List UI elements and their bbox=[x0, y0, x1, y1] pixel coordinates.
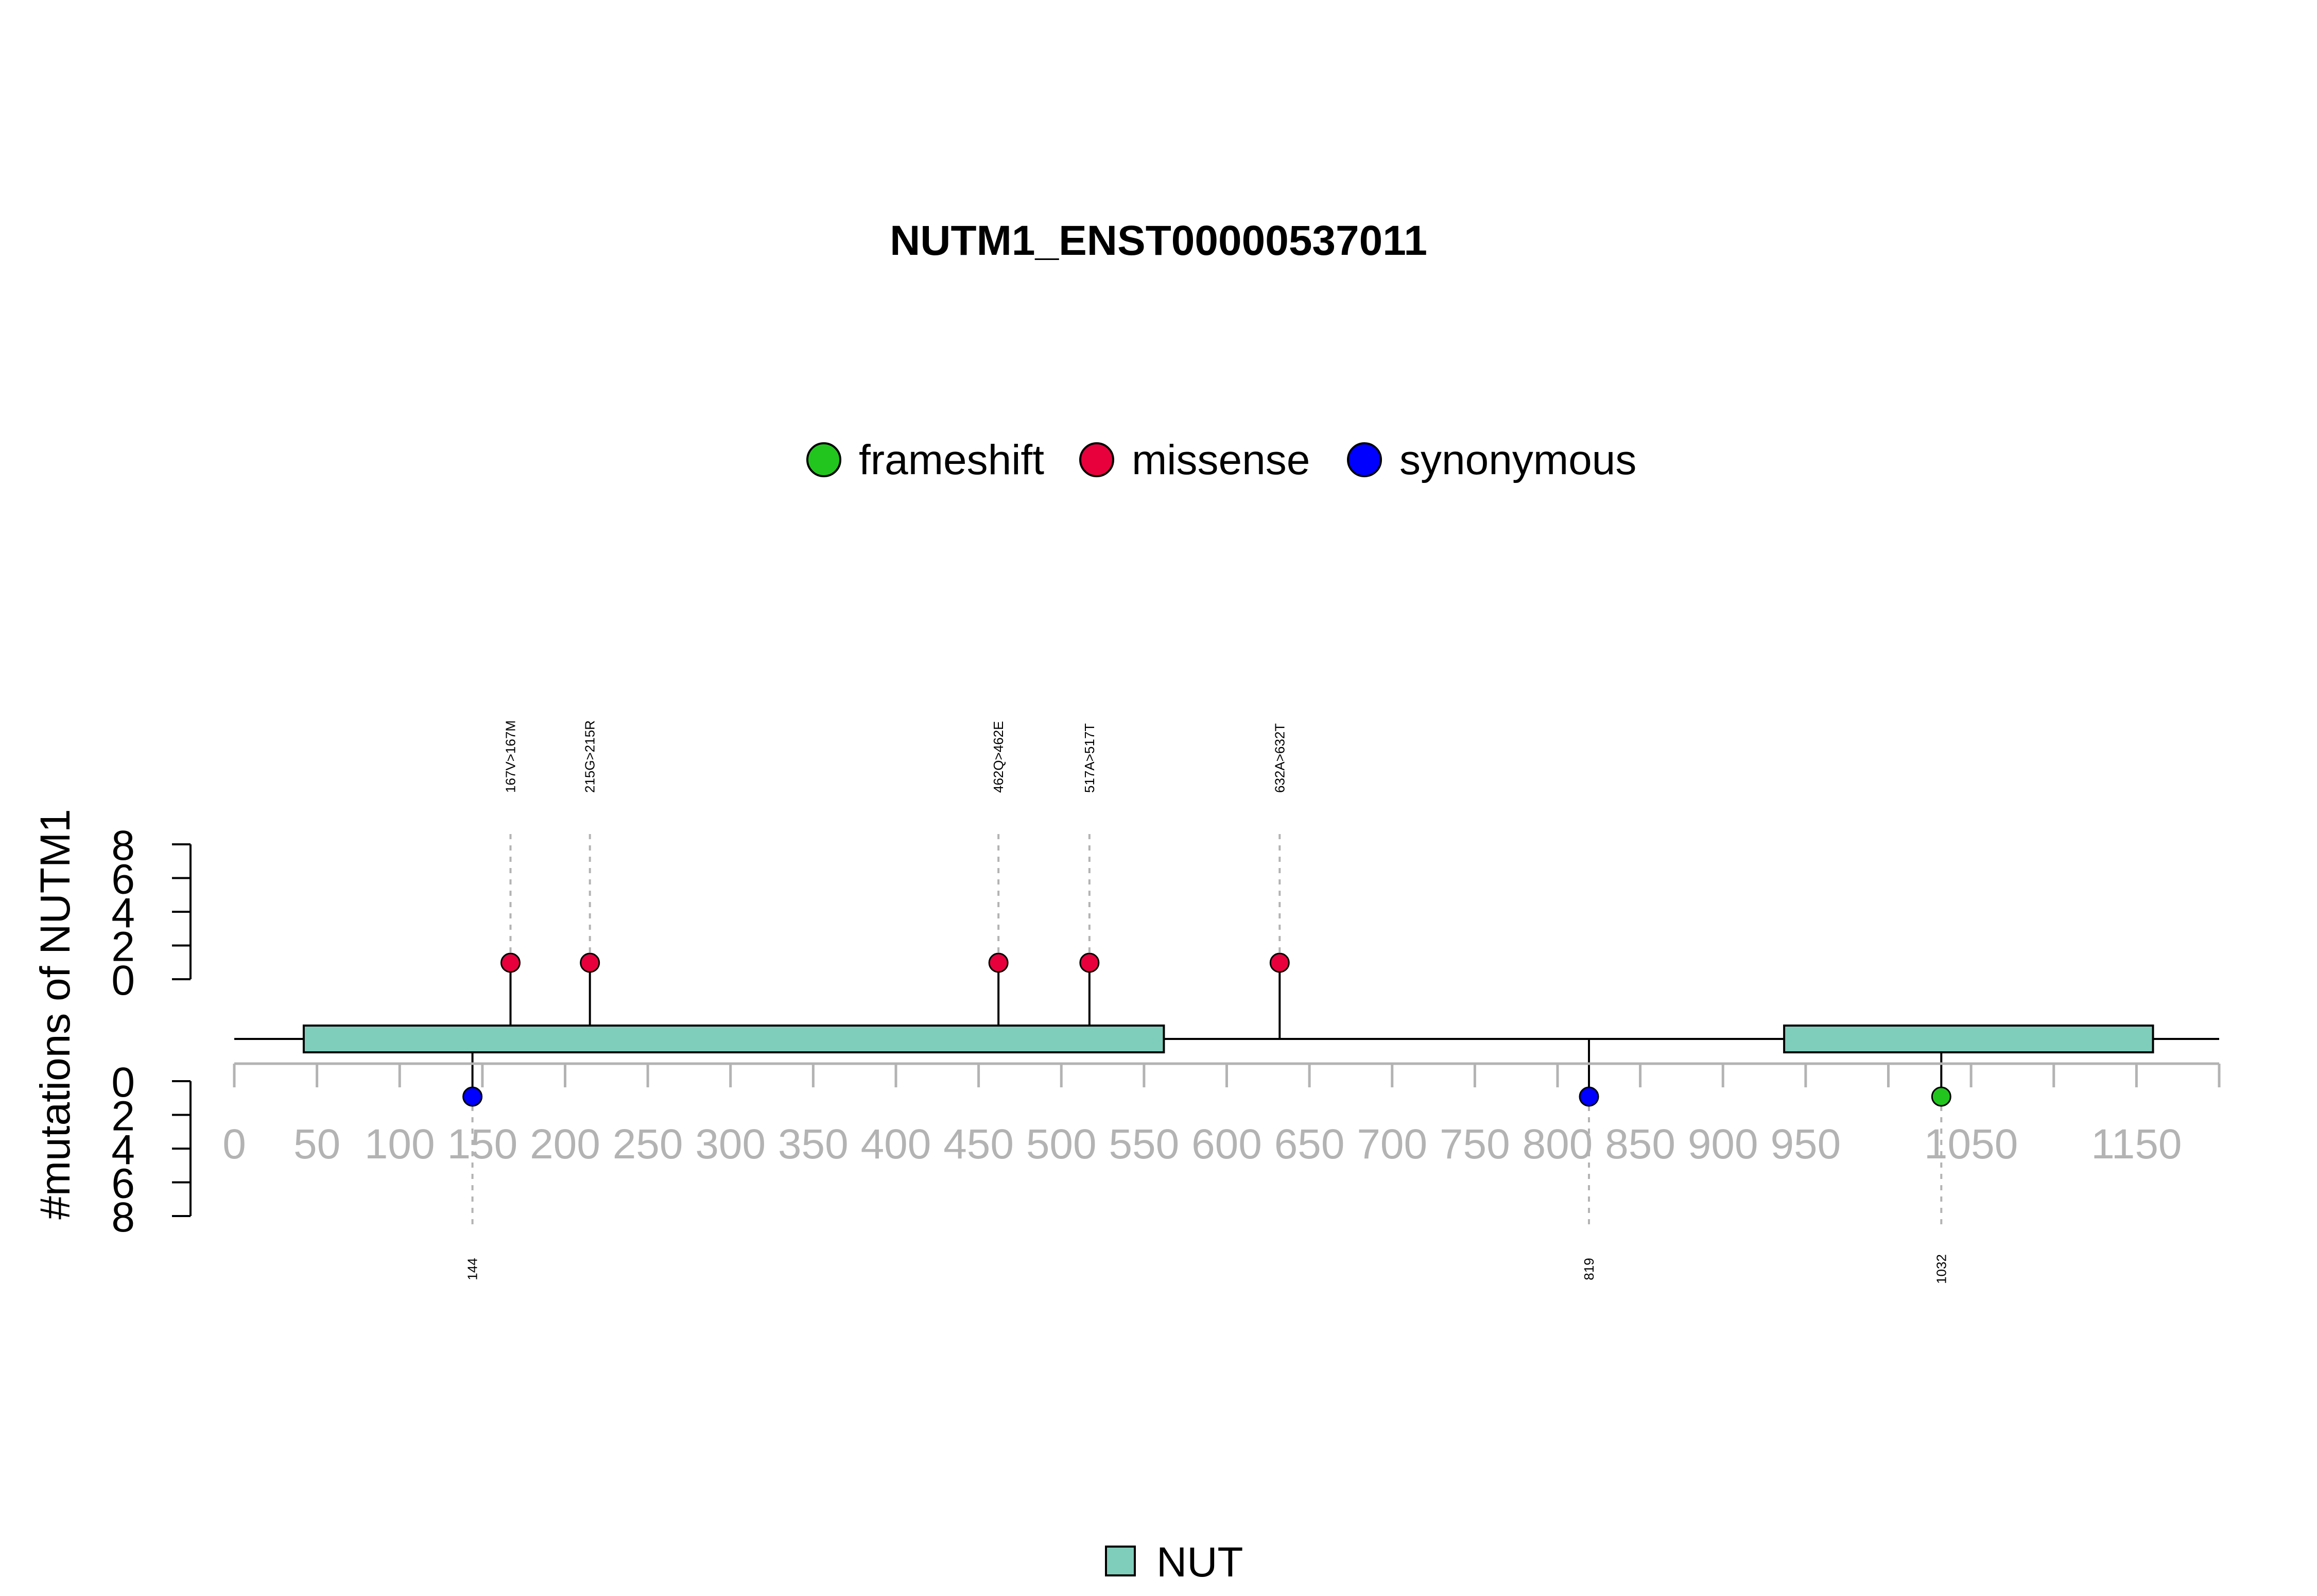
mutation-label: 215G>215R bbox=[582, 720, 598, 793]
mutation-label: 462Q>462E bbox=[991, 721, 1006, 793]
y-tick-label: 8 bbox=[111, 1194, 135, 1241]
mutation-guide-lines bbox=[471, 834, 1943, 1230]
x-tick-label: 200 bbox=[530, 1121, 600, 1168]
y-tick-label: 2 bbox=[111, 1093, 135, 1140]
x-tick-label: 550 bbox=[1109, 1121, 1179, 1168]
x-tick-label: 250 bbox=[613, 1121, 683, 1168]
legend-label: frameshift bbox=[859, 437, 1044, 483]
mutation-label: 517A>517T bbox=[1082, 723, 1097, 793]
mutation-point-synonymous bbox=[1579, 1086, 1599, 1107]
legend-swatch bbox=[1105, 1546, 1136, 1576]
mutation-label: 632A>632T bbox=[1272, 723, 1287, 793]
y-tick-label: 6 bbox=[111, 856, 135, 903]
legend-item-domain: NUT bbox=[1105, 1539, 1243, 1586]
x-tick-label: 350 bbox=[778, 1121, 849, 1168]
legend-item-synonymous: synonymous bbox=[1347, 437, 1636, 483]
x-tick-label: 850 bbox=[1605, 1121, 1675, 1168]
mutation-point-missense bbox=[1269, 952, 1290, 973]
legend-marker bbox=[806, 442, 841, 477]
mutation-label: 167V>167M bbox=[503, 720, 518, 793]
x-tick-label: 1050 bbox=[1924, 1121, 2018, 1168]
y-tick-label: 4 bbox=[111, 890, 135, 936]
x-tick-label: 150 bbox=[447, 1121, 517, 1168]
mutation-labels: 167V>167M 215G>215R 462Q>462E 517A>517T 632A… bbox=[465, 720, 1949, 1284]
y-tick-label: 2 bbox=[111, 924, 135, 970]
mutation-points bbox=[462, 952, 1951, 1107]
x-tick-label: 0 bbox=[222, 1121, 246, 1168]
legend-label: missense bbox=[1132, 437, 1310, 483]
mutation-point-missense bbox=[1079, 952, 1100, 973]
domain-legend: NUT bbox=[1105, 1539, 1243, 1586]
x-tick-label: 400 bbox=[861, 1121, 931, 1168]
y-axis-title: #mutations of NUTM1 bbox=[32, 809, 79, 1220]
x-tick-label: 300 bbox=[695, 1121, 766, 1168]
x-tick-label: 650 bbox=[1274, 1121, 1345, 1168]
x-tick-label: 450 bbox=[943, 1121, 1014, 1168]
legend-marker bbox=[1079, 442, 1114, 477]
domain-nut-1 bbox=[302, 1025, 1165, 1053]
mutation-point-missense bbox=[500, 952, 521, 973]
y-tick-label: 8 bbox=[111, 822, 135, 869]
x-tick-label: 50 bbox=[293, 1121, 340, 1168]
legend-item-missense: missense bbox=[1079, 437, 1310, 483]
x-tick-label: 1150 bbox=[2091, 1121, 2182, 1168]
mutation-point-frameshift bbox=[1931, 1086, 1951, 1107]
mutation-point-missense bbox=[580, 952, 600, 973]
domain-nut-2 bbox=[1783, 1025, 2154, 1053]
mutation-legend: frameshift missense synonymous bbox=[806, 437, 1636, 483]
mutation-label: 819 bbox=[1581, 1258, 1597, 1280]
legend-item-frameshift: frameshift bbox=[806, 437, 1044, 483]
legend-label: NUT bbox=[1156, 1539, 1243, 1586]
x-tick-label: 500 bbox=[1026, 1121, 1097, 1168]
x-tick-label: 700 bbox=[1357, 1121, 1427, 1168]
mutation-point-synonymous bbox=[462, 1086, 483, 1107]
mutation-label: 144 bbox=[465, 1258, 480, 1280]
y-tick-label: 6 bbox=[111, 1160, 135, 1207]
y-tick-label: 4 bbox=[111, 1126, 135, 1173]
x-tick-label: 800 bbox=[1523, 1121, 1593, 1168]
legend-label: synonymous bbox=[1399, 437, 1636, 483]
chart-title: NUTM1_ENST00000537011 bbox=[890, 217, 1427, 264]
x-tick-label: 600 bbox=[1191, 1121, 1262, 1168]
x-axis: 0 50 100 150 200 250 300 350 400 450 500 550 600 650 7… bbox=[222, 1062, 2221, 1168]
mutation-point-missense bbox=[988, 952, 1009, 973]
y-tick-label: 0 bbox=[111, 957, 135, 1004]
legend-marker bbox=[1347, 442, 1382, 477]
y-tick-label: 0 bbox=[111, 1059, 135, 1106]
x-tick-label: 100 bbox=[365, 1121, 435, 1168]
x-tick-label: 750 bbox=[1440, 1121, 1510, 1168]
x-tick-label: 900 bbox=[1688, 1121, 1758, 1168]
protein-domains bbox=[302, 1025, 2154, 1053]
mutation-label: 1032 bbox=[1933, 1254, 1949, 1284]
x-tick-label: 950 bbox=[1770, 1121, 1841, 1168]
